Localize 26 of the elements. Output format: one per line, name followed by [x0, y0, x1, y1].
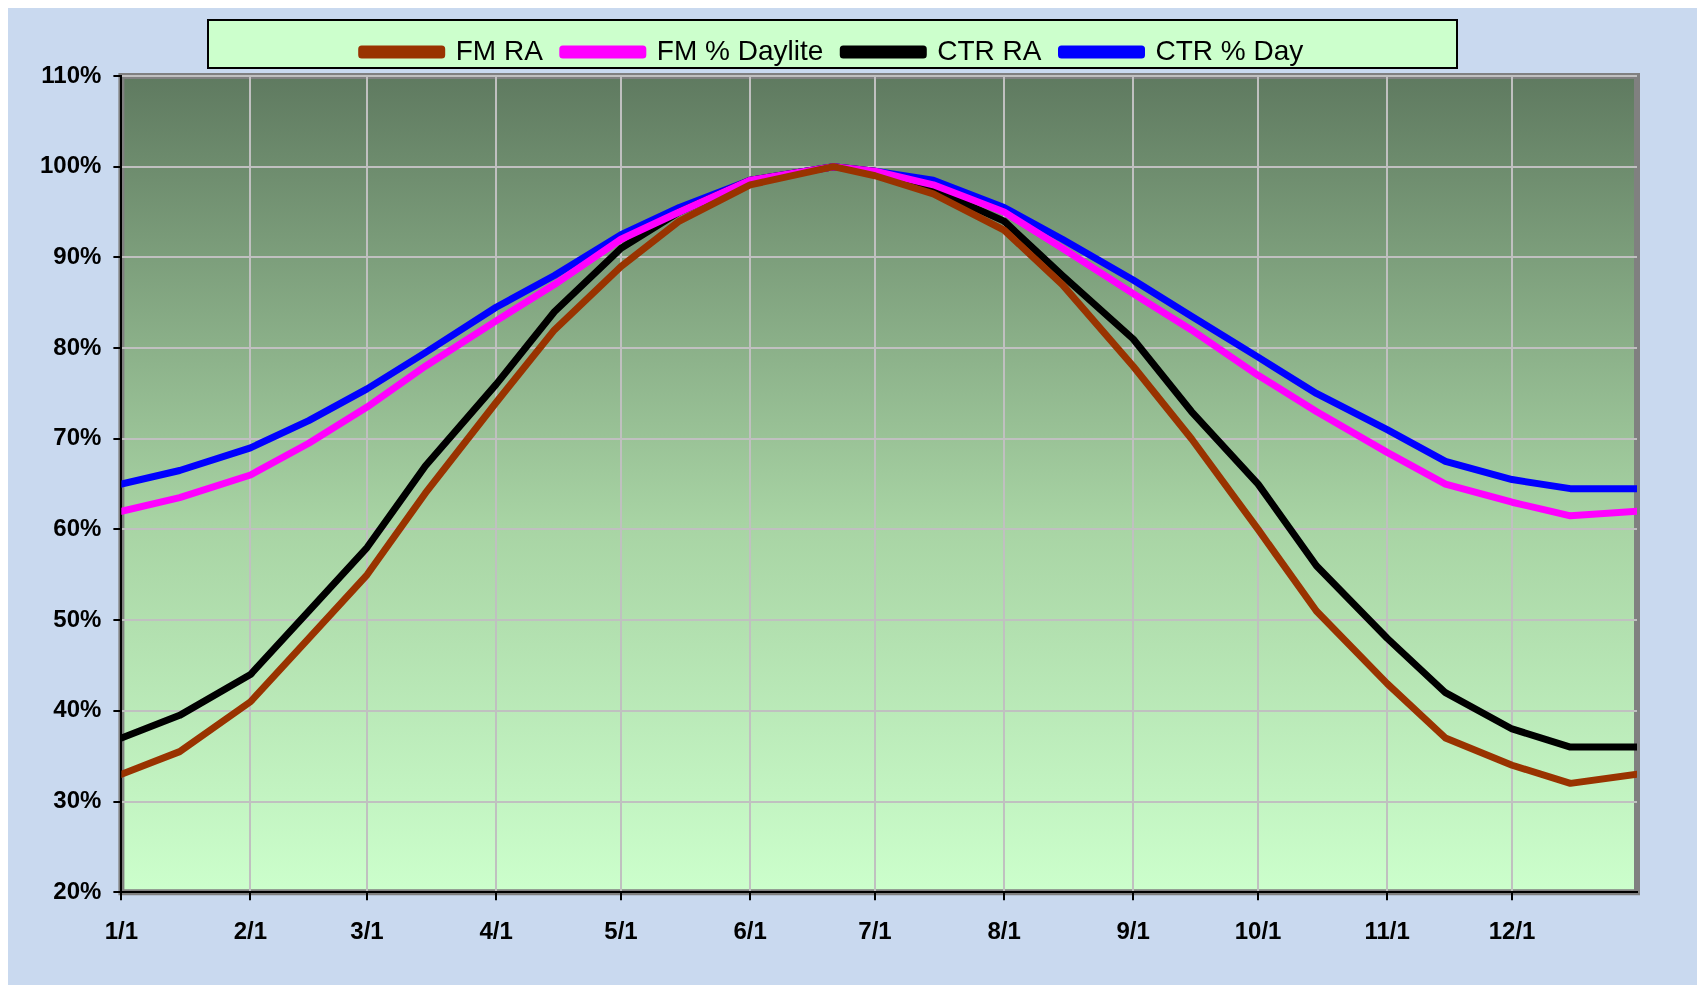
x-tick-label: 8/1: [987, 917, 1021, 945]
x-tick-label: 5/1: [604, 917, 638, 945]
x-tick-label: 1/1: [104, 917, 139, 945]
legend-label: FM RA: [455, 34, 544, 66]
y-tick-label: 40%: [53, 695, 102, 723]
legend-label: FM % Daylite: [656, 34, 824, 66]
y-tick-label: 20%: [53, 876, 102, 904]
x-tick-label: 7/1: [858, 917, 892, 945]
x-tick-label: 3/1: [350, 917, 384, 945]
y-tick-label: 70%: [53, 423, 102, 451]
x-tick-label: 11/1: [1364, 917, 1410, 945]
y-tick-label: 90%: [53, 242, 102, 269]
x-tick-label: 12/1: [1488, 917, 1536, 945]
y-tick-label: 110%: [41, 60, 102, 88]
y-tick-label: 100%: [39, 151, 102, 179]
x-tick-label: 2/1: [233, 917, 268, 945]
y-tick-label: 50%: [53, 604, 102, 632]
legend-label: CTR % Day: [1155, 34, 1304, 66]
y-tick-label: 60%: [53, 514, 102, 542]
y-tick-label: 30%: [53, 786, 102, 814]
y-tick-label: 80%: [53, 332, 102, 360]
x-tick-label: 6/1: [733, 917, 767, 945]
x-tick-label: 10/1: [1234, 917, 1282, 945]
legend-label: CTR RA: [937, 34, 1042, 66]
x-tick-label: 9/1: [1116, 917, 1150, 945]
x-tick-label: 4/1: [479, 917, 513, 945]
